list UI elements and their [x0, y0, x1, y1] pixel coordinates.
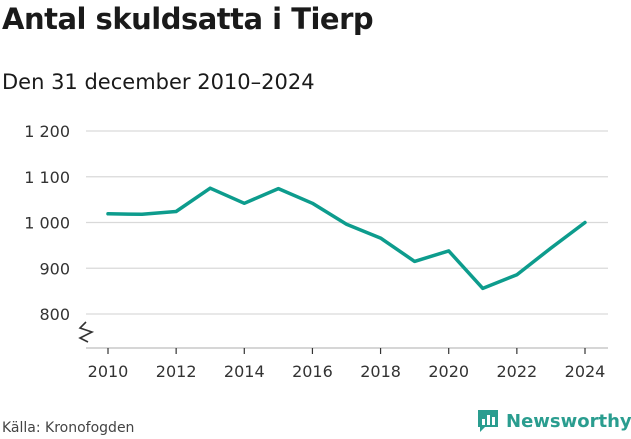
- x-tick-label: 2010: [88, 362, 129, 381]
- series-layer: [106, 186, 587, 291]
- x-axis: [78, 321, 608, 354]
- x-tick-label: 2020: [428, 362, 469, 381]
- line-chart: 800 900 1 000 1 100 1 200 2010 2012 2014 2016 201…: [24, 122, 608, 381]
- tick-labels: 800 900 1 000 1 100 1 200 2010 2012 2014 2016 201…: [24, 122, 605, 381]
- x-tick-label: 2022: [496, 362, 537, 381]
- x-tick-label: 2016: [292, 362, 333, 381]
- chart-title: Antal skuldsatta i Tierp: [2, 2, 374, 36]
- axis-break-mark: [78, 321, 95, 343]
- source-note: Källa: Kronofogden: [2, 420, 135, 436]
- y-tick-label: 900: [39, 259, 70, 278]
- series-line: [106, 186, 587, 291]
- x-tick-label: 2014: [224, 362, 265, 381]
- newsworthy-logo[interactable]: Newsworthy: [476, 408, 631, 434]
- x-tick-label: 2024: [565, 362, 606, 381]
- y-tick-label: 1 200: [24, 122, 70, 141]
- y-tick-label: 1 000: [24, 214, 70, 233]
- x-tick-label: 2018: [360, 362, 401, 381]
- chart-subtitle: Den 31 december 2010–2024: [2, 70, 315, 94]
- gridlines: [86, 130, 608, 315]
- y-tick-label: 1 100: [24, 168, 70, 187]
- brand-name: Newsworthy: [506, 410, 631, 432]
- y-tick-label: 800: [39, 305, 70, 324]
- x-tick-label: 2012: [156, 362, 197, 381]
- bar-chart-icon: [478, 410, 498, 432]
